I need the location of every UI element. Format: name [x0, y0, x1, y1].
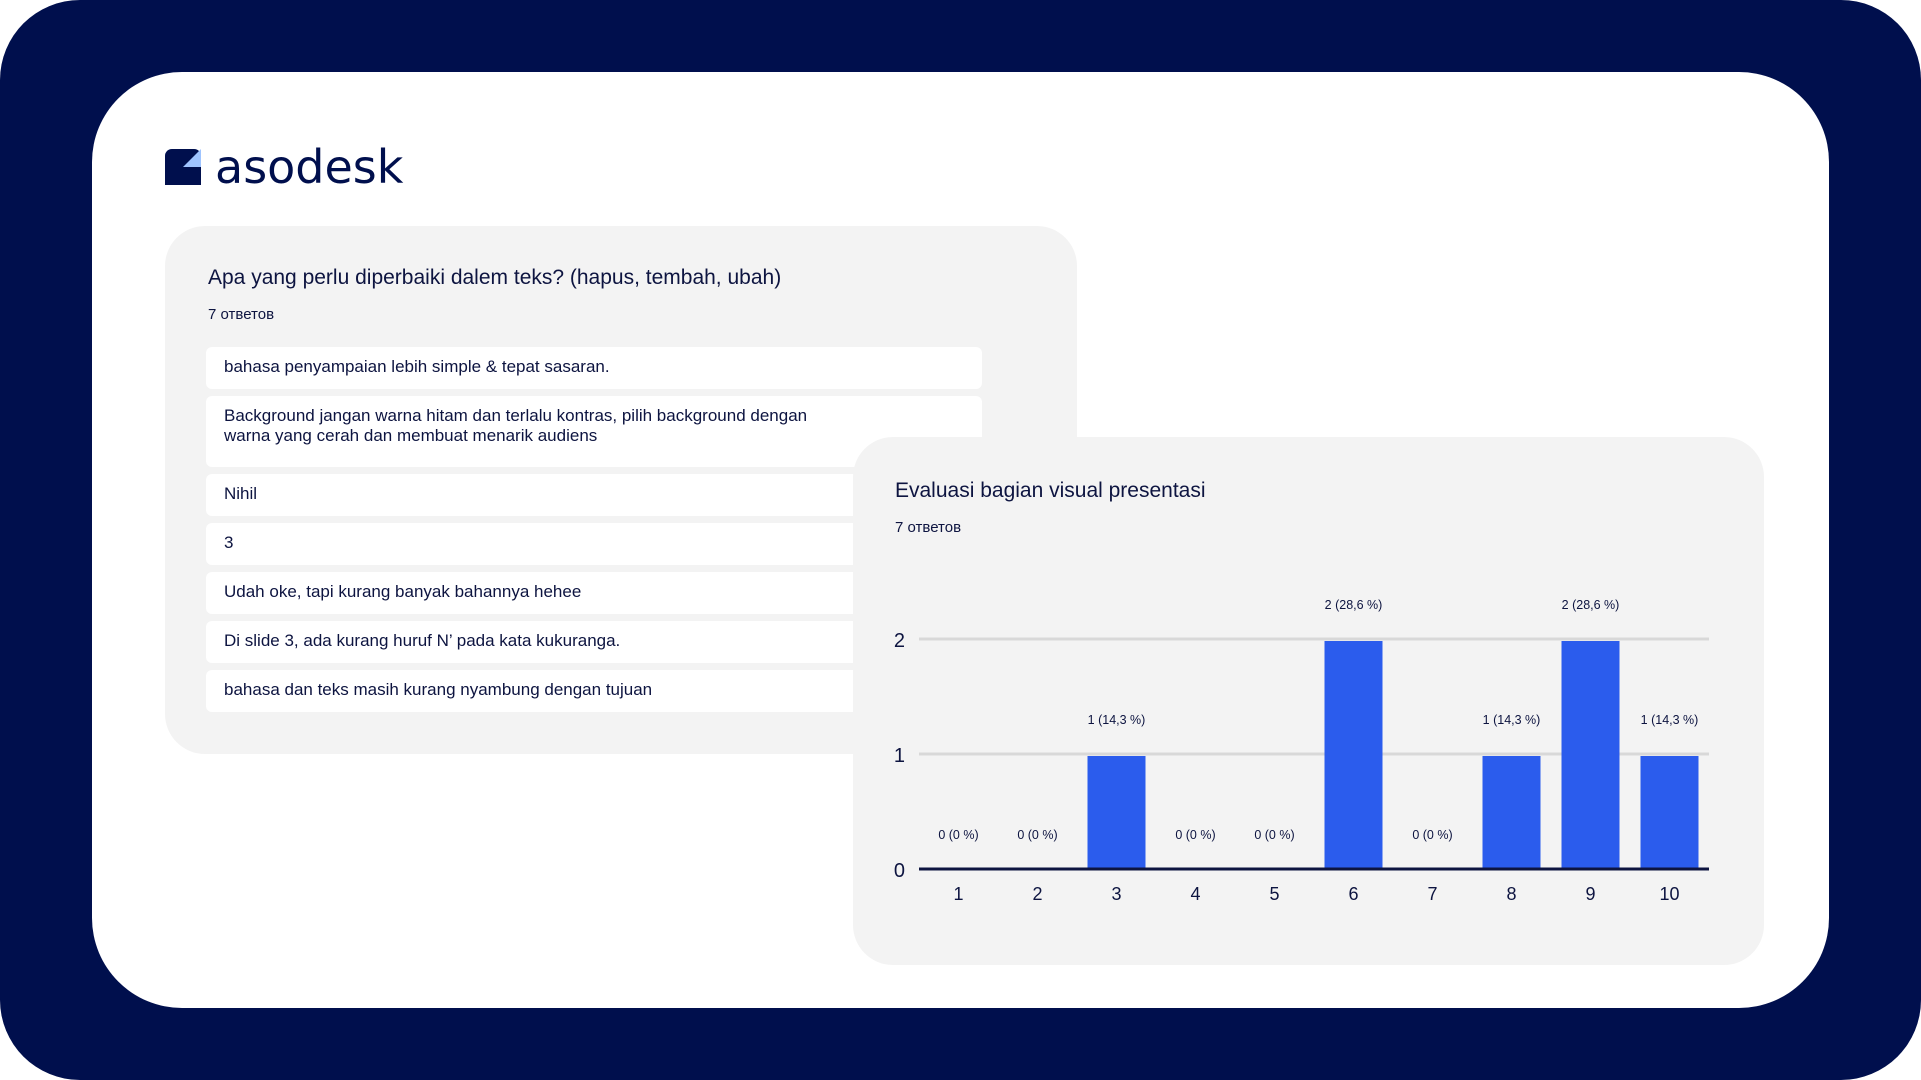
brand-logo: asodesk — [165, 142, 403, 192]
data-label: 1 (14,3 %) — [1483, 713, 1541, 727]
x-tick-label: 1 — [953, 884, 963, 904]
y-tick-label: 0 — [894, 860, 905, 882]
response-item: Background jangan warna hitam dan terlal… — [206, 396, 982, 467]
chart-question-card: Evaluasi bagian visual presentasi 7 отве… — [853, 437, 1764, 965]
x-tick-label: 3 — [1111, 884, 1121, 904]
data-label: 2 (28,6 %) — [1325, 598, 1383, 612]
data-label: 1 (14,3 %) — [1088, 713, 1146, 727]
response-list: bahasa penyampaian lebih simple & tepat … — [206, 347, 982, 719]
response-item: 3 — [206, 523, 982, 565]
question-title: Apa yang perlu diperbaiki dalem teks? (h… — [208, 266, 782, 289]
response-item: bahasa penyampaian lebih simple & tepat … — [206, 347, 982, 389]
data-label: 1 (14,3 %) — [1641, 713, 1699, 727]
chart-response-count: 7 ответов — [895, 519, 962, 536]
data-label: 0 (0 %) — [938, 828, 978, 842]
asodesk-logo-icon — [165, 149, 201, 185]
bar-chart: 0 1 2 0 (0 %) 1 0 (0 %) 2 1 (14,3 %) 3 0 (0 %) 4 0 … — [894, 598, 1709, 904]
bar — [1087, 756, 1146, 869]
chart-question-title: Evaluasi bagian visual presentasi — [895, 479, 1206, 502]
response-count: 7 ответов — [208, 306, 275, 323]
x-tick-label: 5 — [1269, 884, 1279, 904]
response-item: Udah oke, tapi kurang banyak bahannya he… — [206, 572, 982, 614]
data-label: 0 (0 %) — [1254, 828, 1294, 842]
bar — [1640, 756, 1699, 869]
x-tick-label: 9 — [1585, 884, 1595, 904]
bar — [1482, 756, 1541, 869]
x-tick-label: 4 — [1190, 884, 1200, 904]
brand-name: asodesk — [215, 140, 404, 194]
data-label: 0 (0 %) — [1175, 828, 1215, 842]
data-label: 2 (28,6 %) — [1562, 598, 1620, 612]
x-tick-label: 7 — [1427, 884, 1437, 904]
x-tick-label: 2 — [1032, 884, 1042, 904]
x-tick-label: 8 — [1506, 884, 1516, 904]
data-label: 0 (0 %) — [1412, 828, 1452, 842]
y-tick-label: 1 — [894, 745, 905, 767]
y-tick-label: 2 — [894, 630, 905, 652]
x-tick-label: 10 — [1659, 884, 1679, 904]
response-item: Di slide 3, ada kurang huruf N’ pada kat… — [206, 621, 982, 663]
data-label: 0 (0 %) — [1017, 828, 1057, 842]
x-tick-label: 6 — [1348, 884, 1358, 904]
response-item: bahasa dan teks masih kurang nyambung de… — [206, 670, 982, 712]
bar — [1561, 641, 1620, 869]
bar — [1324, 641, 1383, 869]
response-item: Nihil — [206, 474, 982, 516]
